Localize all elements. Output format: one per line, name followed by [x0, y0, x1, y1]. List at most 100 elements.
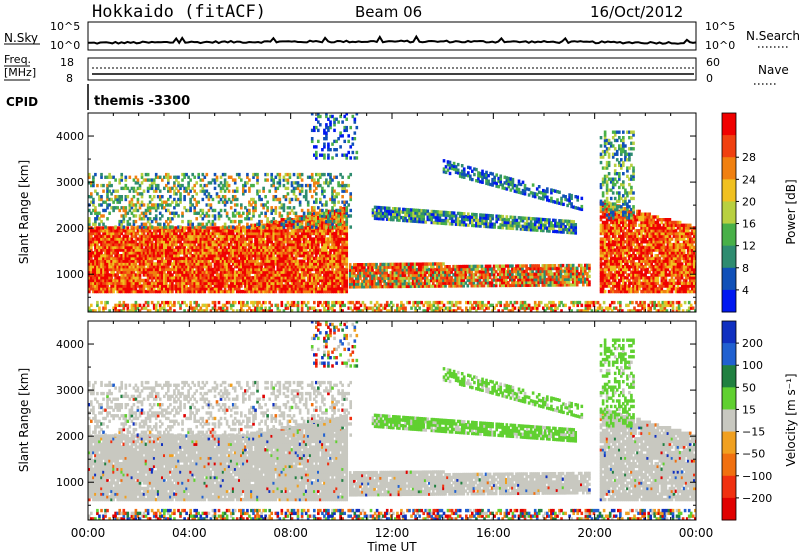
power-cell: [266, 276, 269, 280]
power-cell: [515, 283, 518, 288]
power-cell: [254, 226, 257, 230]
power-cell: [114, 284, 117, 288]
power-cell: [470, 273, 474, 277]
power-cell: [102, 189, 105, 193]
power-cell: [286, 251, 290, 255]
power-cell: [264, 226, 267, 230]
power-cell: [323, 242, 326, 247]
power-cell: [134, 240, 138, 244]
power-cell: [569, 266, 573, 270]
power-cell: [94, 278, 97, 283]
power-cell: [327, 278, 330, 283]
power-cell: [292, 267, 296, 272]
power-cell: [290, 226, 294, 230]
power-cell: [126, 273, 130, 277]
power-cell: [205, 259, 209, 263]
power-cell: [124, 262, 128, 266]
power-cell: [331, 242, 334, 247]
power-cell: [90, 281, 93, 285]
power-cell: [268, 254, 272, 258]
power-cell: [221, 186, 225, 191]
power-cell: [124, 240, 128, 244]
power-cell: [533, 280, 537, 285]
power-cell: [337, 284, 340, 288]
power-cell: [327, 240, 330, 244]
power-cell: [217, 211, 221, 215]
power-cell: [430, 284, 433, 288]
power-cell: [458, 281, 462, 285]
power-cell: [238, 270, 241, 274]
power-cell: [235, 251, 239, 255]
power-cell: [177, 273, 180, 277]
power-cell: [112, 267, 115, 272]
power-cell: [181, 245, 184, 250]
power-cell: [567, 283, 571, 287]
power-cell: [215, 248, 219, 252]
power-cell: [248, 278, 251, 283]
power-cell: [343, 212, 347, 216]
power-cell: [128, 262, 132, 266]
power-cell: [288, 206, 292, 210]
power-cell: [365, 268, 368, 272]
power-cell: [300, 251, 304, 255]
power-cell: [116, 200, 120, 204]
power-cell: [136, 208, 140, 213]
power-cell: [284, 219, 288, 224]
power-cell: [92, 270, 95, 274]
power-cell: [323, 262, 326, 266]
power-cell: [276, 254, 280, 258]
power-cell: [108, 172, 111, 177]
power-cell: [233, 281, 237, 285]
power-cell: [470, 267, 474, 271]
power-cell: [310, 229, 314, 233]
power-cell: [345, 259, 349, 263]
power-cell: [136, 197, 140, 202]
power-cell: [189, 276, 192, 280]
power-cell: [278, 262, 282, 266]
power-cell: [98, 270, 101, 274]
power-cell: [421, 284, 425, 288]
power-cell: [219, 175, 223, 179]
power-cell: [367, 271, 370, 275]
power-cell: [409, 276, 413, 280]
power-cell: [88, 172, 91, 177]
power-cell: [181, 273, 184, 277]
power-cell: [104, 231, 107, 236]
power-cell: [217, 229, 221, 233]
power-cell: [120, 284, 124, 288]
power-cell: [248, 237, 251, 241]
power-cell: [183, 197, 186, 202]
power-cell: [189, 287, 192, 291]
power-cell: [323, 259, 326, 263]
power-cell: [94, 270, 97, 274]
power-cell: [235, 203, 239, 207]
power-cell: [280, 231, 284, 236]
power-cell: [494, 270, 498, 274]
power-cell: [341, 223, 344, 227]
power-cell: [288, 254, 292, 258]
power-cell: [238, 248, 241, 252]
power-cell: [92, 284, 95, 288]
power-cell: [227, 270, 231, 274]
power-cell: [144, 237, 148, 241]
power-cell: [187, 229, 190, 233]
power-cell: [527, 280, 530, 285]
power-cell: [296, 172, 300, 177]
power-cell: [169, 219, 172, 224]
power-cell: [270, 281, 274, 285]
power-cell: [321, 237, 324, 241]
power-cell: [163, 175, 166, 179]
power-cell: [215, 245, 219, 250]
power-cell: [270, 229, 274, 233]
power-cell: [138, 237, 142, 241]
power-cell: [379, 268, 382, 272]
power-cell: [225, 229, 229, 233]
power-cell: [114, 248, 117, 252]
power-cell: [201, 237, 205, 241]
power-cell: [294, 242, 298, 247]
power-cell: [144, 273, 148, 277]
power-cell: [106, 278, 109, 283]
power-cell: [213, 172, 217, 177]
power-cell: [294, 262, 298, 266]
power-cell: [201, 267, 205, 272]
